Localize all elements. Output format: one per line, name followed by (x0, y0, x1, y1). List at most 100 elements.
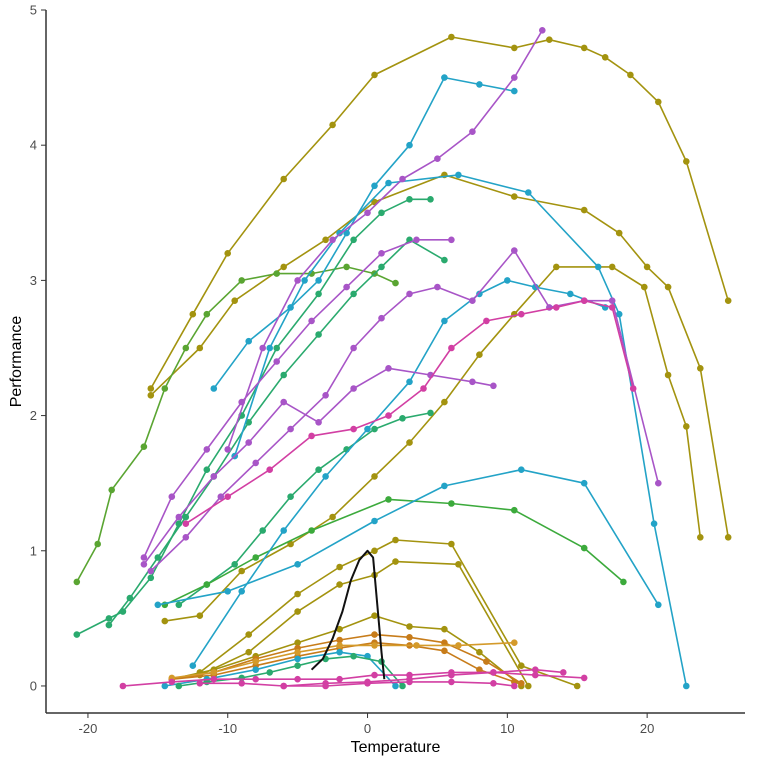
data-point (364, 209, 371, 217)
series-25 (182, 297, 637, 527)
data-point (601, 54, 609, 61)
data-point (392, 682, 399, 690)
data-point (406, 439, 413, 446)
data-point (580, 297, 588, 305)
series-1 (147, 33, 732, 392)
data-point (210, 473, 218, 480)
series-4 (196, 536, 581, 690)
data-point (287, 425, 294, 433)
data-point (580, 479, 588, 487)
data-point (182, 344, 190, 352)
data-point (245, 631, 252, 638)
data-point (469, 297, 476, 305)
series-line (150, 174, 729, 538)
data-point (252, 675, 259, 683)
data-point (378, 209, 385, 217)
data-point (140, 443, 148, 451)
data-point (518, 662, 525, 669)
data-point (371, 612, 378, 619)
data-point (427, 196, 434, 203)
data-point (329, 236, 336, 244)
data-point (182, 513, 190, 521)
data-point (532, 671, 539, 679)
data-point (546, 36, 553, 43)
data-point (448, 540, 455, 548)
data-point (580, 44, 588, 52)
series-line (171, 614, 522, 687)
data-point (525, 682, 532, 690)
series-line (185, 299, 634, 525)
series-22 (140, 365, 497, 568)
series-6 (168, 612, 525, 690)
data-point (455, 642, 462, 649)
ticks-layer: -20 -10 0 10 20 0 1 2 3 4 5 (30, 3, 655, 737)
data-point (392, 558, 399, 565)
data-point (196, 680, 204, 687)
data-point (161, 385, 169, 392)
data-point (73, 578, 81, 586)
data-point (294, 590, 301, 598)
data-point (266, 344, 274, 352)
data-point (448, 671, 455, 679)
data-point (615, 310, 623, 318)
x-axis-title: Temperature (351, 739, 441, 756)
data-point (448, 344, 455, 352)
data-point (455, 561, 462, 568)
data-point (385, 179, 392, 187)
data-point (329, 121, 336, 129)
data-point (664, 371, 672, 379)
series-5 (196, 558, 532, 690)
data-point (105, 621, 113, 629)
data-point (189, 662, 197, 669)
data-point (399, 175, 406, 183)
data-point (161, 617, 169, 625)
data-point (294, 648, 301, 656)
data-point (315, 290, 322, 298)
data-point (371, 182, 378, 190)
data-point (476, 81, 483, 88)
data-point (154, 601, 162, 609)
data-point (399, 415, 406, 422)
data-point (231, 561, 238, 568)
data-point (336, 625, 343, 633)
data-point (168, 678, 176, 686)
data-point (511, 639, 518, 646)
data-point (217, 493, 225, 501)
data-point (294, 675, 301, 683)
data-point (406, 623, 413, 630)
data-point (140, 554, 148, 561)
data-point (280, 263, 288, 271)
data-point (371, 547, 378, 555)
data-point (441, 639, 448, 646)
data-point (511, 682, 518, 690)
data-point (245, 419, 252, 426)
data-point (469, 128, 476, 135)
data-point (147, 392, 155, 399)
data-point (580, 206, 588, 214)
data-point (724, 297, 732, 305)
data-point (287, 540, 294, 548)
data-point (175, 601, 183, 609)
series-line (178, 412, 431, 606)
data-point (664, 283, 672, 291)
data-point (608, 263, 616, 271)
data-point (448, 33, 455, 41)
data-point (441, 647, 448, 655)
data-point (336, 563, 343, 571)
data-point (434, 155, 441, 162)
data-point (322, 236, 329, 244)
data-point (350, 385, 357, 392)
data-point (406, 290, 413, 298)
x-tick-label: 10 (500, 721, 514, 736)
data-point (294, 639, 301, 646)
series-28 (280, 678, 518, 690)
data-point (420, 385, 427, 392)
data-point (294, 608, 301, 615)
data-point (322, 473, 329, 480)
data-point (336, 648, 343, 656)
data-point (350, 652, 357, 660)
data-point (210, 675, 218, 683)
data-point (560, 669, 567, 676)
data-point (126, 594, 134, 602)
data-point (385, 365, 392, 372)
